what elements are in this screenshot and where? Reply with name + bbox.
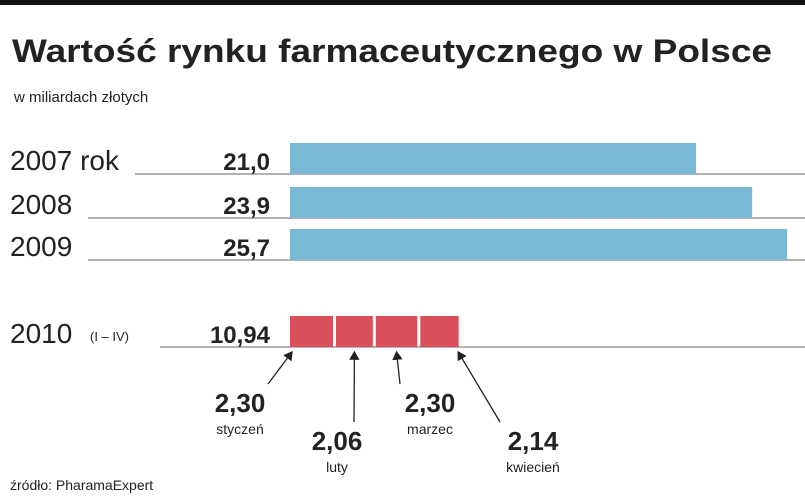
category-label: 2009 (10, 231, 72, 262)
bar-segment (420, 316, 459, 347)
segment-label: marzec (407, 421, 453, 437)
segment-value-label: 2,14 (508, 426, 559, 456)
category-label: 2007 rok (10, 145, 120, 176)
bar (290, 229, 787, 260)
bar (290, 143, 697, 174)
source: źródło: PharamaExpert (10, 477, 153, 493)
segment-label: styczeń (216, 421, 263, 437)
value-label: 10,94 (210, 322, 271, 349)
segment-value-label: 2,30 (405, 388, 456, 418)
value-label: 21,0 (223, 149, 270, 176)
chart-subtitle: w miliardach złotych (13, 89, 148, 106)
arrow (457, 350, 501, 423)
period-label: (I – IV) (90, 329, 129, 344)
segment-value-label: 2,30 (215, 388, 266, 418)
bar (290, 187, 753, 218)
arrow (267, 350, 293, 385)
value-label: 25,7 (223, 235, 270, 262)
value-label: 23,9 (223, 193, 270, 220)
segment-label: kwiecień (506, 459, 560, 475)
bar-segment (335, 316, 373, 347)
segment-label: luty (326, 459, 348, 475)
bar-segment (375, 316, 418, 347)
category-label: 2010 (10, 318, 72, 349)
category-label: 2008 (10, 189, 72, 220)
segment-value-label: 2,06 (312, 426, 363, 456)
bar-segment (290, 316, 333, 347)
top-rule (0, 0, 805, 5)
chart-title: Wartość rynku farmaceutycznego w Polsce (12, 33, 772, 69)
arrow (392, 350, 403, 385)
